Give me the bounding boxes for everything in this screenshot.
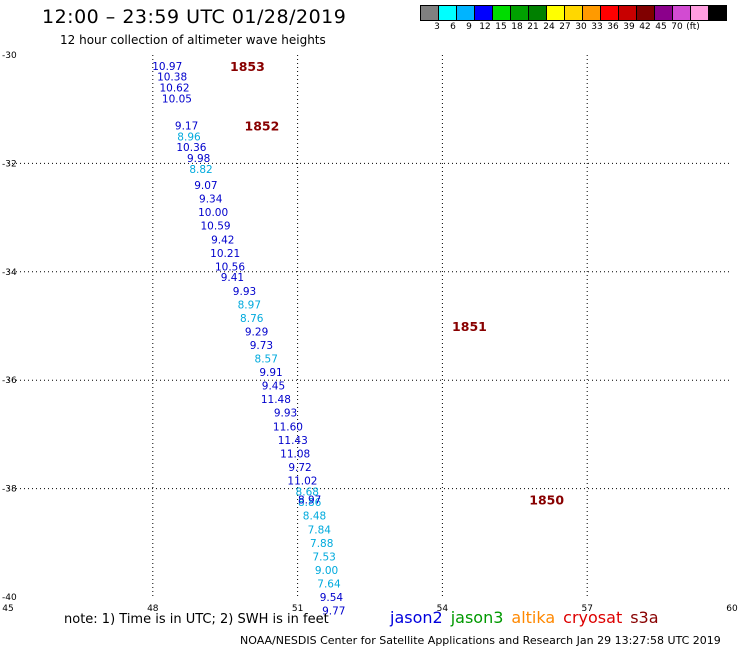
time-label: 1851 [452,319,487,334]
wave-height-value: 9.72 [288,462,311,474]
x-tick-label: 45 [2,604,13,614]
legend-label: 21 [527,22,539,32]
legend-label: 33 [591,22,603,32]
satellite-jason3: jason3 [450,608,504,627]
wave-height-value: 9.54 [320,592,344,604]
y-tick-label: -38 [2,485,17,495]
wave-height-value: 8.48 [303,511,326,523]
wave-height-value: 9.45 [262,381,285,393]
legend-label: 24 [543,22,555,32]
time-label: 1853 [230,59,265,74]
wave-height-value: 10.62 [159,83,189,95]
y-tick-label: -30 [2,51,17,61]
wave-height-value: 9.77 [322,606,345,618]
x-tick-label: 48 [147,604,159,614]
wave-height-value: 11.60 [273,421,303,433]
wave-height-value: 8.97 [238,299,261,311]
legend-label: 6 [450,22,456,32]
time-label: 1852 [245,118,280,133]
wave-height-value: 10.05 [162,93,192,105]
legend-label: 15 [495,22,507,32]
credit-line: NOAA/NESDIS Center for Satellite Applica… [240,634,721,647]
footnote: note: 1) Time is in UTC; 2) SWH is in fe… [64,612,329,627]
legend-label: 27 [559,22,571,32]
time-label: 1850 [529,492,564,507]
wave-height-value: 10.36 [176,142,206,154]
legend-label: 42 [639,22,651,32]
wave-height-value: 7.53 [312,551,335,563]
satellite-s3a: s3a [630,608,659,627]
legend-swatch [708,5,727,21]
page-title: 12:00 – 23:59 UTC 01/28/2019 [42,6,347,28]
wave-height-value: 8.97 [298,494,321,506]
y-tick-label: -32 [2,159,17,169]
wave-height-value: 10.38 [157,72,187,84]
wave-height-value: 7.64 [317,578,341,590]
wave-height-value: 7.88 [310,538,333,550]
wave-height-value: 10.97 [152,61,182,73]
satellite-jason2: jason2 [390,608,443,627]
legend-label: 39 [623,22,635,32]
x-tick-label: 60 [726,604,738,614]
wave-height-value: 9.07 [194,180,217,192]
color-legend-labels: 3 6 9 12 15 18 21 24 27 30 33 36 39 42 45 70 (ft) [421,22,740,34]
wave-height-value: 9.73 [250,340,273,352]
legend-label: 30 [575,22,587,32]
legend-label: 36 [607,22,619,32]
wave-height-value: 8.96 [177,131,201,143]
wave-height-value: 9.42 [211,234,234,246]
y-tick-label: -34 [2,268,17,278]
wave-height-value: 10.59 [201,221,231,233]
legend-label: 45 [655,22,667,32]
x-tick-label: 51 [292,604,303,614]
wave-height-value: 9.93 [233,286,256,298]
wave-height-value: 8.82 [189,164,212,176]
color-legend [420,5,727,21]
legend-label: 18 [511,22,523,32]
wave-height-value: 9.17 [175,120,198,132]
wave-height-value: 10.21 [210,248,240,260]
wave-height-value: 11.02 [287,475,317,487]
legend-label: 9 [466,22,472,32]
wave-height-value: 9.41 [221,272,244,284]
y-tick-label: -40 [2,593,17,603]
wave-height-value: 9.00 [315,565,338,577]
wave-height-value: 8.68 [296,486,319,498]
x-tick-label: 54 [437,604,449,614]
legend-label: 3 [434,22,440,32]
wave-height-value: 7.84 [308,524,332,536]
wave-height-value: 11.08 [280,448,310,460]
wave-height-value: 10.00 [198,207,228,219]
wave-height-value: 10.56 [215,261,245,273]
page-subtitle: 12 hour collection of altimeter wave hei… [60,33,326,47]
satellite-legend: jason2 jason3 altika cryosat s3a [390,608,667,627]
y-tick-label: -36 [2,376,17,386]
wave-height-value: 9.93 [274,408,297,420]
satellite-altika: altika [511,608,556,627]
wave-height-value: 11.48 [261,394,291,406]
legend-label: 12 [479,22,491,32]
wave-height-value: 9.91 [259,367,282,379]
x-tick-label: 57 [581,604,592,614]
wave-height-value: 8.86 [298,497,322,509]
legend-label: (ft) [686,22,700,32]
wave-height-value: 9.98 [187,153,210,165]
wave-height-value: 8.76 [240,313,264,325]
legend-label: 70 [671,22,683,32]
wave-height-value: 9.34 [199,194,223,206]
wave-height-value: 9.29 [245,326,268,338]
satellite-cryosat: cryosat [563,608,623,627]
wave-height-value: 8.57 [255,354,278,366]
wave-height-value: 11.43 [278,435,308,447]
